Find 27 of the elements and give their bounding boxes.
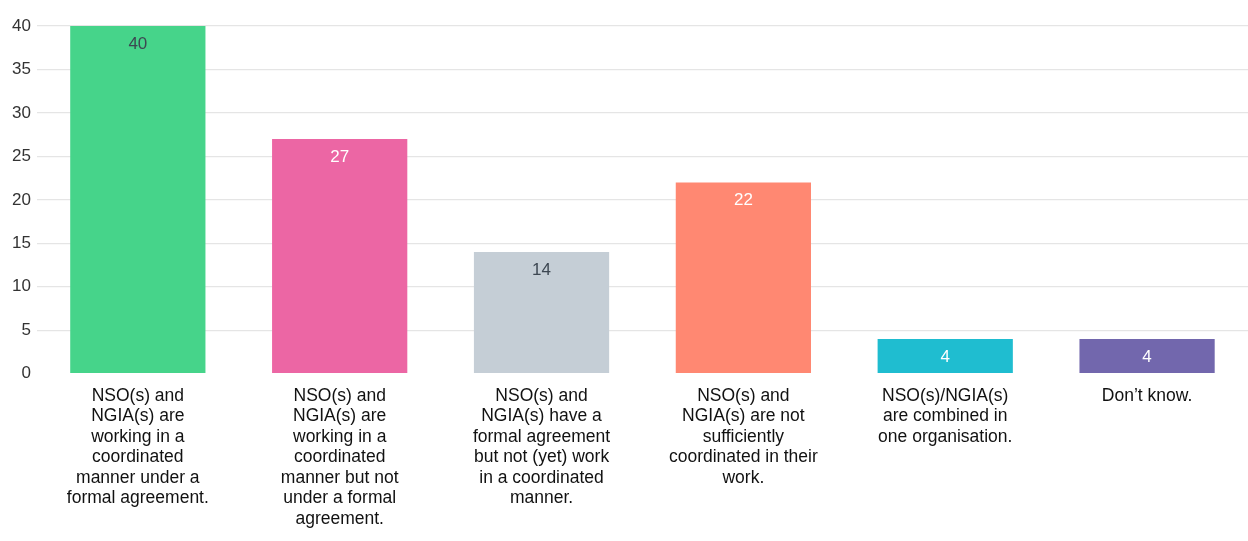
y-tick-label: 10	[11, 276, 31, 296]
y-tick-label: 40	[11, 15, 31, 35]
x-tick-label: Don’t know.	[1101, 384, 1193, 405]
data-label: 4	[940, 346, 950, 366]
data-label: 27	[330, 146, 350, 166]
y-tick-label: 25	[11, 146, 31, 166]
bar	[473, 251, 610, 374]
x-tick-label: NSO(s) and NGIA(s) are not sufficiently coordinated in their work.	[668, 384, 818, 487]
y-tick-label: 5	[21, 319, 31, 339]
x-tick-label: NSO(s) and NGIA(s) are working in a coordinated manner under a formal agreement.	[66, 384, 209, 508]
y-tick-label: 20	[11, 189, 31, 209]
y-tick-label: 15	[11, 232, 31, 252]
y-tick-label: 30	[11, 102, 31, 122]
x-tick-label: NSO(s) and NGIA(s) are working in a coordinated manner but not under a formal agreement.	[280, 384, 399, 528]
bar	[272, 138, 408, 374]
data-label: 4	[1142, 346, 1152, 366]
bar	[70, 26, 206, 374]
data-label: 14	[532, 259, 551, 279]
y-tick-label: 35	[11, 59, 31, 79]
bar	[675, 182, 811, 374]
bar	[1079, 338, 1215, 374]
y-tick-label: 0	[21, 363, 31, 383]
x-tick-label: NSO(s) and NGIA(s) have a formal agreement but not (yet) work in a coordinated manner.	[472, 384, 611, 508]
data-label: 22	[733, 190, 753, 210]
x-tick-label: NSO(s)/NGIA(s) are combined in one organisation.	[878, 384, 1013, 446]
data-label: 40	[128, 33, 148, 53]
bar	[877, 338, 1013, 374]
